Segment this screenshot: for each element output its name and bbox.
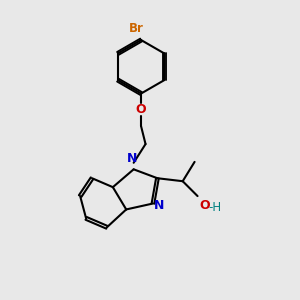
Text: O: O [199,199,210,212]
Text: N: N [154,200,165,212]
Text: -H: -H [209,200,222,214]
Text: Br: Br [129,22,144,35]
Text: N: N [127,152,137,165]
Text: O: O [136,103,146,116]
